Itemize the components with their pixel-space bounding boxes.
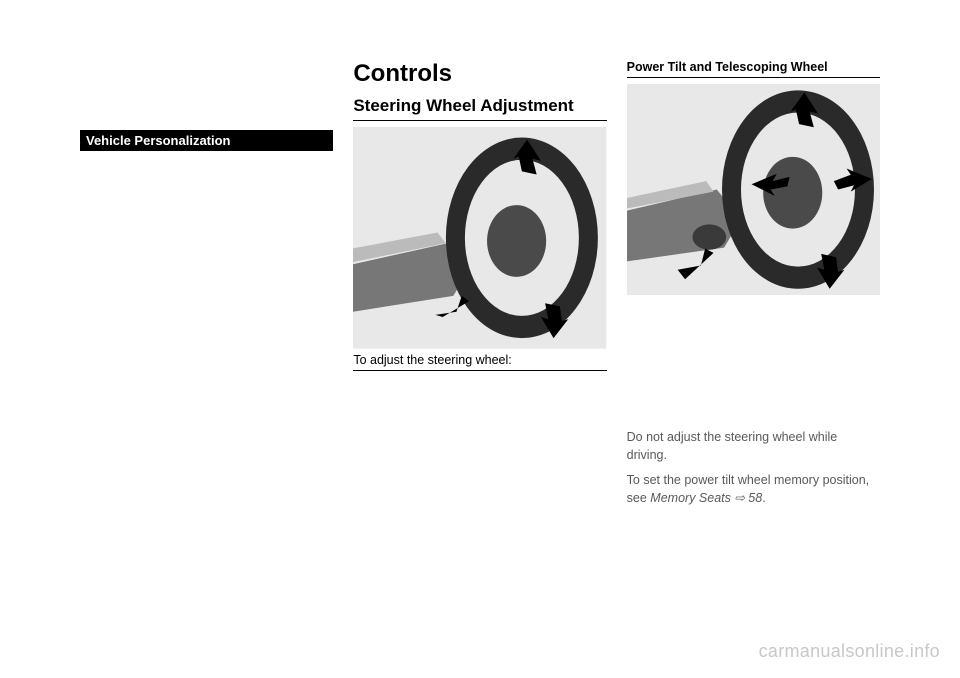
column-left: Vehicle Personalization bbox=[80, 60, 333, 618]
memory-text-post: . bbox=[762, 491, 765, 505]
controls-heading: Controls bbox=[353, 60, 606, 88]
memory-position-note: To set the power tilt wheel memory posit… bbox=[627, 472, 880, 507]
section-header-personalization: Vehicle Personalization bbox=[80, 130, 333, 151]
do-not-adjust-warning: Do not adjust the steering wheel while d… bbox=[627, 429, 880, 464]
steering-wheel-power-illustration bbox=[627, 84, 880, 295]
steering-adjustment-heading: Steering Wheel Adjustment bbox=[353, 96, 606, 121]
column-right: Power Tilt and Telescoping Wheel bbox=[627, 60, 880, 618]
steering-wheel-manual-illustration bbox=[353, 127, 606, 349]
memory-seats-ref: Memory Seats ⇨ 58 bbox=[650, 491, 762, 505]
manual-adjust-caption: To adjust the steering wheel: bbox=[353, 353, 606, 371]
column-middle: Controls Steering Wheel Adjustment To ad… bbox=[353, 60, 606, 618]
watermark-text: carmanualsonline.info bbox=[759, 641, 940, 662]
power-tilt-heading: Power Tilt and Telescoping Wheel bbox=[627, 60, 880, 78]
